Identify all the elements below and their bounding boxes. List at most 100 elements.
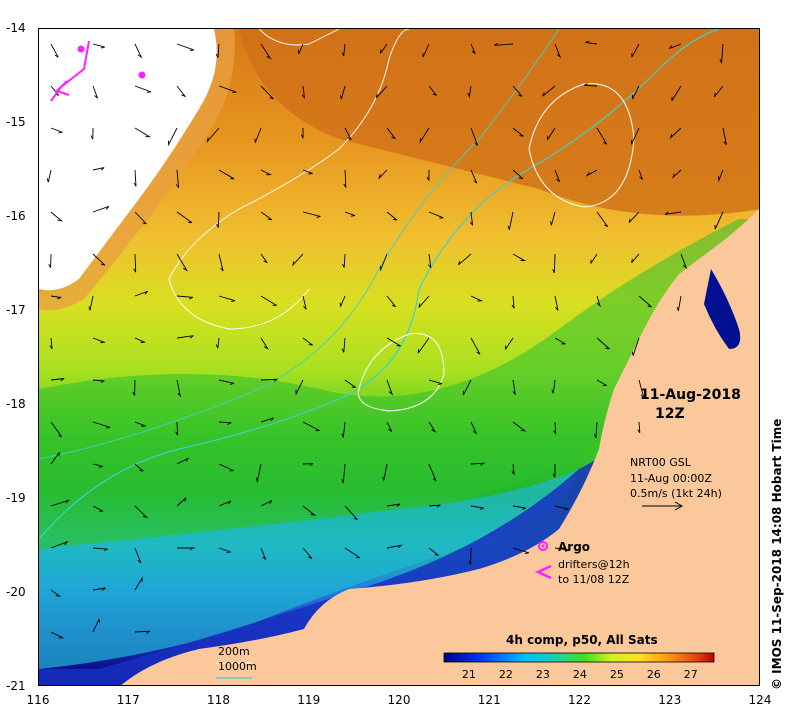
current-vector [292,253,304,267]
current-vector [428,463,437,482]
current-vector [302,295,307,310]
lon-tick-124: 124 [748,693,772,707]
current-vector [554,295,559,311]
current-vector [341,337,346,353]
current-vector [638,169,643,180]
current-vector [260,253,268,264]
current-vector [295,379,304,396]
current-vector [386,337,401,347]
current-vector [470,505,484,510]
current-vector [470,337,481,355]
current-vector [426,169,430,181]
current-vector [470,421,477,434]
current-vector [671,85,682,102]
current-vector [50,452,60,465]
current-vector [380,43,388,54]
argo-legend-label: Argo [558,540,591,554]
current-vector [638,379,645,399]
current-vector [297,43,304,54]
current-vector [50,378,65,382]
lon-tick-117: 117 [116,693,140,707]
current-vector [341,43,346,57]
isobath-200-label: 200m [218,645,250,658]
current-vector [92,43,105,49]
current-vector [302,547,313,560]
current-vector [218,463,234,472]
inlet-water [704,269,741,349]
argo-legend-symbol [538,541,548,551]
current-vector [583,83,598,87]
current-vector [218,547,231,554]
lat-tick--21: -21 [6,679,26,693]
lon-tick-122: 122 [568,693,591,707]
current-vector [90,127,94,140]
current-vector [468,547,472,566]
current-vector [637,421,641,434]
current-vector [512,85,523,97]
current-vector [344,379,356,388]
current-vector [260,337,269,350]
current-vector [596,127,608,145]
current-vector [133,169,137,187]
current-vector [428,379,443,386]
current-vector [134,463,144,472]
map-date: 11-Aug-2018 [640,387,741,403]
current-vector [260,169,272,176]
green-band [39,219,759,549]
isobath-1000-label: 1000m [218,660,257,673]
current-vector [494,42,514,46]
current-vector [133,253,137,273]
current-vector [554,505,569,511]
current-vector [512,127,524,137]
current-vector [547,127,556,141]
current-vector [386,503,401,507]
current-vector [50,127,63,134]
current-vector [134,290,148,297]
current-vector [218,500,232,507]
current-vector [554,169,561,183]
current-vector [92,379,105,383]
current-vector [382,463,388,481]
current-vector [339,295,346,307]
current-vector [628,211,640,223]
current-vector [92,85,99,99]
current-vector [386,544,403,549]
current-vector [638,295,652,308]
current-vector [470,295,484,302]
current-vector [386,379,394,396]
current-vector [417,337,430,354]
current-vector [554,43,562,59]
current-vector [375,85,388,99]
current-vector [260,378,278,382]
current-vector [218,85,237,94]
lon-tick-121: 121 [477,693,501,707]
drifter-track [50,40,90,102]
current-vector [512,169,524,180]
current-vector [511,463,515,475]
current-vector [458,253,472,266]
current-vector [176,85,187,98]
lon-tick-118: 118 [207,693,230,707]
current-vector [50,540,69,549]
drifter-head [55,80,70,96]
current-vector [260,211,273,221]
lat-tick--17: -17 [6,303,26,317]
current-vector [462,379,472,396]
current-vector [428,504,441,508]
current-vector [418,295,430,308]
current-vector [206,127,220,143]
current-vector [342,253,346,268]
current-vector [553,421,557,435]
current-vector [470,127,479,146]
current-vector [386,127,396,140]
current-vector [134,127,152,138]
current-vector [512,253,527,262]
current-vector [596,337,610,350]
current-vector [167,127,178,147]
drifters-legend-date: to 11/08 12Z [558,573,630,586]
current-vector [176,169,180,189]
current-vector [664,211,682,215]
current-vectors [46,40,727,639]
colorbar-tick-27: 27 [683,668,698,681]
current-vector [176,547,196,551]
